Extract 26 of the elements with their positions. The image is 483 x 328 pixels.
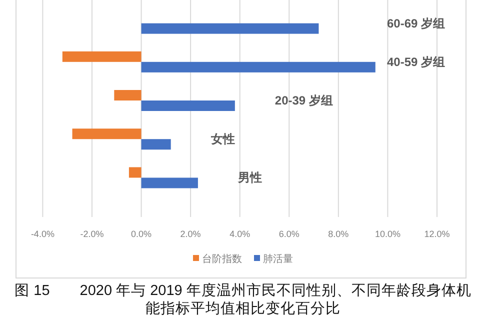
legend-label: 台阶指数 [202,253,242,265]
x-tick-label: -2.0% [80,229,104,239]
bar [141,62,376,72]
bar [141,23,319,34]
x-tick-label: 12.0% [424,229,450,239]
legend-label: 肺活量 [263,253,293,265]
title: 图 15 2020 年与 2019 年度温州市民不同性别、不同年龄段身体机能指标平均值相比变化百分比 [14,282,472,318]
x-tick-label: 8.0% [328,229,349,239]
bar [141,139,171,150]
y-tick-label: 女性 [210,132,235,146]
bar [141,100,235,111]
y-tick-label: 60-69 岁组 [387,16,446,30]
y-tick-label: 20-39 岁组 [274,94,333,108]
bar [128,167,142,178]
bar [114,90,142,100]
x-tick-label: -4.0% [30,229,54,239]
y-tick-label: 男性 [236,170,262,185]
bar [141,178,198,188]
x-tick-label: 2.0% [180,229,201,239]
x-tick-label: 6.0% [278,229,300,239]
y-tick-label: 40-59 岁组 [387,54,446,69]
x-tick-label: 10.0% [374,229,400,239]
x-tick-label: 0.0% [131,229,152,239]
x-tick-label: 4.0% [230,229,250,239]
bar [72,128,142,140]
bar [62,51,142,62]
